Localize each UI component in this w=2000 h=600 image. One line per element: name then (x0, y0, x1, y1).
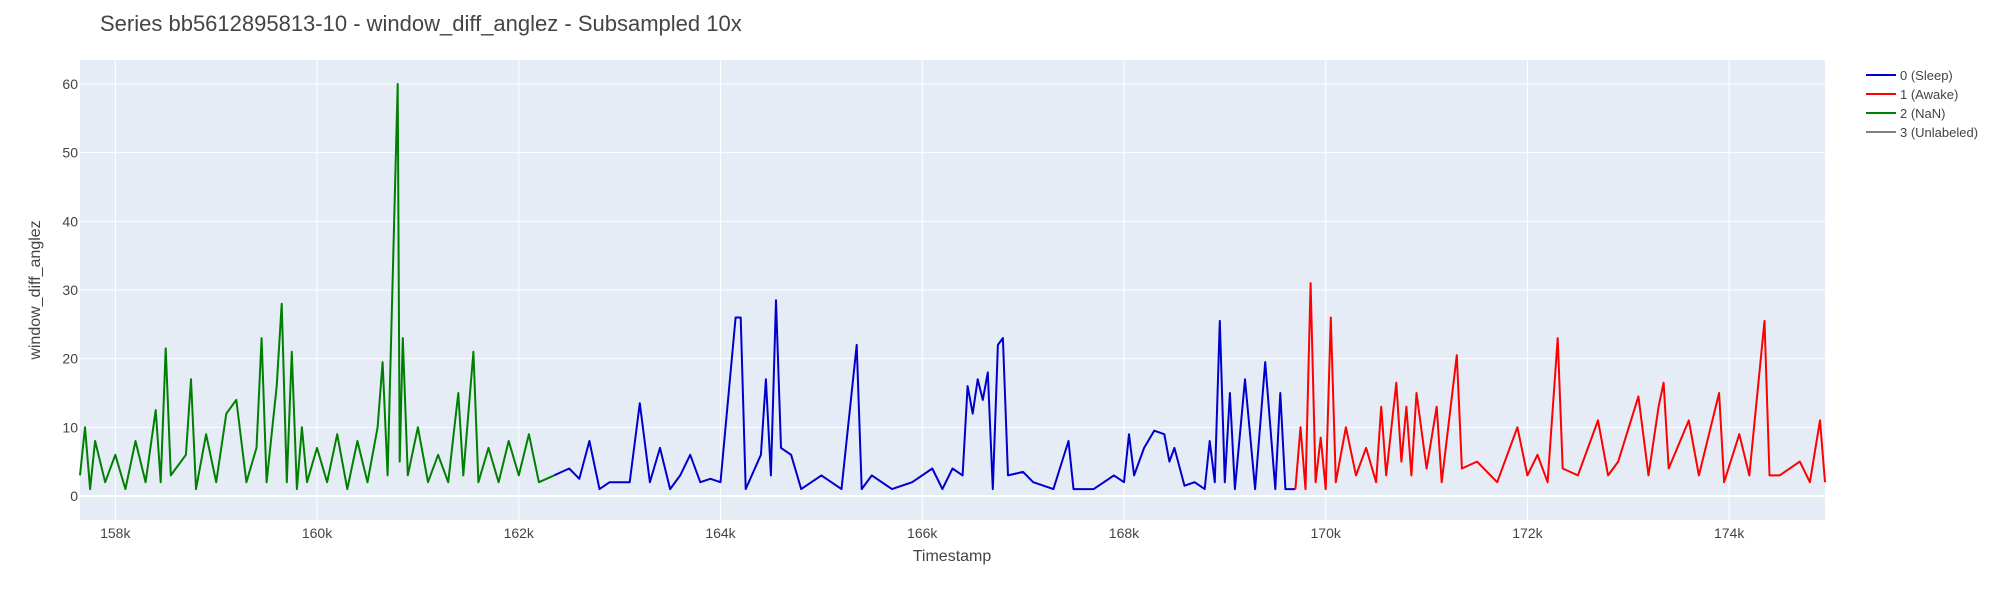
legend-label-1-awake[interactable]: 1 (Awake) (1900, 87, 1958, 102)
y-tick-label: 30 (62, 282, 78, 298)
y-tick-label: 60 (62, 76, 78, 92)
x-tick-label: 170k (1311, 525, 1342, 541)
x-axis-label: Timestamp (913, 548, 992, 565)
x-tick-label: 166k (907, 525, 938, 541)
y-tick-label: 10 (62, 419, 78, 435)
y-tick-label: 0 (70, 488, 78, 504)
series-line-1-awake[interactable] (1294, 282, 1826, 491)
x-tick-label: 168k (1109, 525, 1140, 541)
x-tick-label: 158k (100, 525, 131, 541)
legend-label-3-unlabeled[interactable]: 3 (Unlabeled) (1900, 125, 1978, 140)
x-tick-label: 174k (1714, 525, 1745, 541)
series-lines (79, 83, 1826, 491)
x-tick-labels: 158k 160k 162k 164k 166k 168k 170k 172k 174k (100, 525, 1745, 541)
x-tick-label: 160k (302, 525, 333, 541)
legend-label-2-nan[interactable]: 2 (NaN) (1900, 106, 1946, 121)
y-tick-label: 40 (62, 213, 78, 229)
y-tick-label: 20 (62, 351, 78, 367)
gridlines (80, 60, 1825, 520)
y-tick-label: 50 (62, 145, 78, 161)
y-axis-label: window_diff_anglez (27, 220, 44, 360)
x-tick-label: 172k (1512, 525, 1543, 541)
y-tick-labels: 0 10 20 30 40 50 60 (62, 76, 78, 504)
chart-title: Series bb5612895813-10 - window_diff_ang… (100, 11, 742, 36)
series-line-0-sleep[interactable] (553, 299, 1296, 491)
x-tick-label: 162k (504, 525, 535, 541)
legend: 0 (Sleep) 1 (Awake) 2 (NaN) 3 (Unlabeled) (1866, 68, 1978, 140)
series-line-2-nan[interactable] (79, 83, 555, 491)
x-tick-label: 164k (705, 525, 736, 541)
legend-label-0-sleep[interactable]: 0 (Sleep) (1900, 68, 1953, 83)
